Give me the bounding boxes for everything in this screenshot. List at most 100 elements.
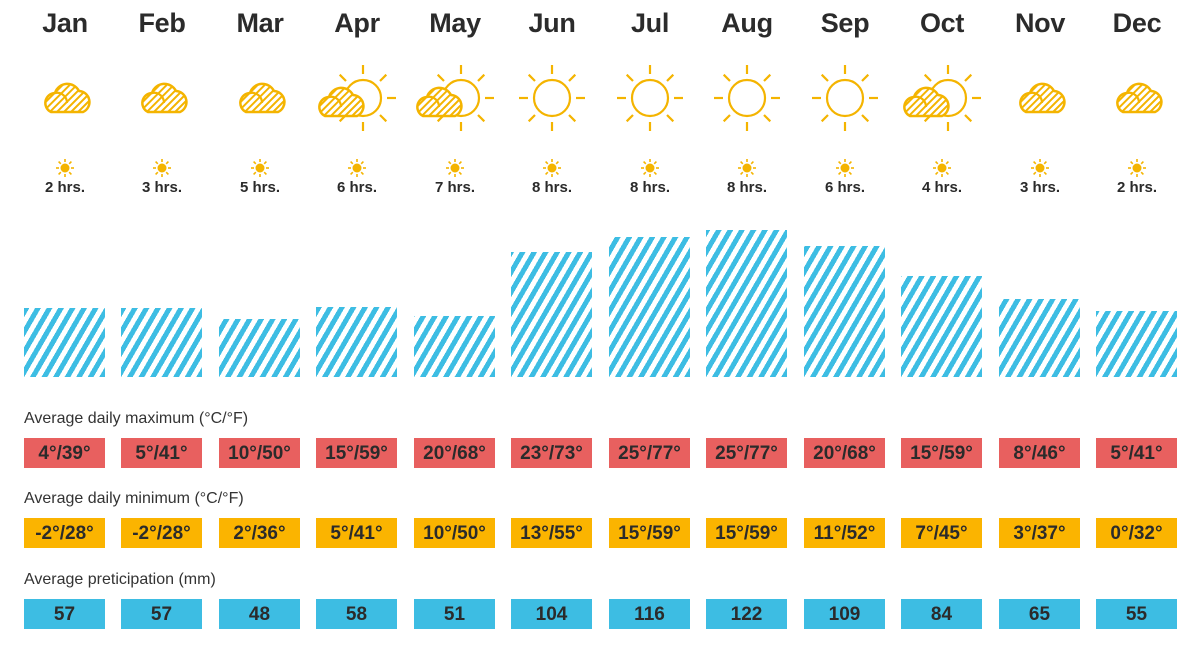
month-column-jan: Jan 2 hrs. (24, 0, 106, 669)
month-column-nov: Nov 3 hrs. (999, 0, 1081, 669)
month-label: Aug (721, 8, 773, 38)
precip-cell: 48 (219, 599, 300, 629)
min-temp-cell: -2°/28° (121, 518, 202, 548)
sunshine-hours: 3 hrs. (141, 179, 183, 196)
max-temp-cell: 25°/77° (706, 438, 787, 468)
month-label: Sep (820, 8, 870, 38)
sunshine-icon (1127, 158, 1147, 178)
precip-bar (999, 299, 1080, 377)
precip-bar (804, 246, 885, 377)
month-label: Apr (334, 8, 380, 38)
cloud-icon (1081, 60, 1193, 136)
sunshine-icon (152, 158, 172, 178)
sun-icon (789, 60, 901, 136)
precip-bar (511, 252, 592, 377)
month-label: Jun (528, 8, 576, 38)
min-temp-cell: 11°/52° (804, 518, 885, 548)
month-label: Nov (1014, 8, 1066, 38)
month-column-aug: Aug 8 hrs. (706, 0, 788, 669)
sunshine-icon (250, 158, 270, 178)
sunshine-hours: 8 hrs. (531, 179, 573, 196)
month-column-jul: Jul 8 hrs. (609, 0, 691, 669)
sunshine-hours: 7 hrs. (434, 179, 476, 196)
sunshine-hours: 2 hrs. (44, 179, 86, 196)
month-column-may: May 7 hrs. (414, 0, 496, 669)
max-temp-cell: 23°/73° (511, 438, 592, 468)
sunshine-hours: 8 hrs. (629, 179, 671, 196)
precip-label: Average preticipation (mm) (24, 571, 216, 588)
partly-sunny-icon (399, 60, 511, 136)
precip-cell: 57 (121, 599, 202, 629)
sunshine-hours: 8 hrs. (726, 179, 768, 196)
precip-bar (316, 307, 397, 377)
month-column-apr: Apr 6 hrs. (316, 0, 398, 669)
max-temp-cell: 8°/46° (999, 438, 1080, 468)
sunshine-icon (347, 158, 367, 178)
sun-icon (691, 60, 803, 136)
precip-bar (219, 319, 300, 377)
min-temp-cell: 10°/50° (414, 518, 495, 548)
month-label: Feb (138, 8, 186, 38)
sunshine-hours: 2 hrs. (1116, 179, 1158, 196)
max-temp-cell: 15°/59° (316, 438, 397, 468)
precip-cell: 109 (804, 599, 885, 629)
cloud-icon (204, 60, 316, 136)
precip-bar (901, 276, 982, 377)
sunshine-icon (55, 158, 75, 178)
cloud-icon (106, 60, 218, 136)
precip-cell: 116 (609, 599, 690, 629)
precip-cell: 122 (706, 599, 787, 629)
sunshine-icon (932, 158, 952, 178)
min-temp-cell: 2°/36° (219, 518, 300, 548)
min-temp-cell: 5°/41° (316, 518, 397, 548)
min-temp-cell: 13°/55° (511, 518, 592, 548)
month-column-feb: Feb 3 hrs. (121, 0, 203, 669)
min-temp-cell: 7°/45° (901, 518, 982, 548)
precip-cell: 57 (24, 599, 105, 629)
precip-cell: 55 (1096, 599, 1177, 629)
sunshine-hours: 6 hrs. (824, 179, 866, 196)
month-label: Jan (42, 8, 88, 38)
min-temp-label: Average daily minimum (°C/°F) (24, 490, 244, 507)
month-column-sep: Sep 6 hrs. (804, 0, 886, 669)
month-column-dec: Dec 2 hrs. (1096, 0, 1178, 669)
max-temp-cell: 15°/59° (901, 438, 982, 468)
max-temp-label: Average daily maximum (°C/°F) (24, 410, 249, 427)
month-label: Mar (236, 8, 284, 38)
min-temp-cell: 15°/59° (706, 518, 787, 548)
min-temp-cell: 15°/59° (609, 518, 690, 548)
sunshine-hours: 4 hrs. (921, 179, 963, 196)
min-temp-cell: 0°/32° (1096, 518, 1177, 548)
max-temp-cell: 20°/68° (414, 438, 495, 468)
sunshine-icon (445, 158, 465, 178)
max-temp-cell: 5°/41° (1096, 438, 1177, 468)
month-label: Jul (630, 8, 670, 38)
month-label: May (429, 8, 481, 38)
month-column-mar: Mar 5 hrs. (219, 0, 301, 669)
precip-cell: 104 (511, 599, 592, 629)
min-temp-cell: 3°/37° (999, 518, 1080, 548)
precip-cell: 84 (901, 599, 982, 629)
cloud-icon (984, 60, 1096, 136)
min-temp-cell: -2°/28° (24, 518, 105, 548)
sunshine-hours: 5 hrs. (239, 179, 281, 196)
partly-sunny-icon (301, 60, 413, 136)
sunshine-hours: 6 hrs. (336, 179, 378, 196)
max-temp-cell: 20°/68° (804, 438, 885, 468)
month-column-oct: Oct 4 hrs. (901, 0, 983, 669)
sunshine-icon (542, 158, 562, 178)
sun-icon (496, 60, 608, 136)
precip-cell: 65 (999, 599, 1080, 629)
sunshine-icon (737, 158, 757, 178)
month-label: Oct (919, 8, 965, 38)
month-column-jun: Jun 8 hrs. (511, 0, 593, 669)
sunshine-icon (1030, 158, 1050, 178)
precip-cell: 51 (414, 599, 495, 629)
sun-icon (594, 60, 706, 136)
max-temp-cell: 25°/77° (609, 438, 690, 468)
precip-bar (609, 237, 690, 377)
precip-bar (414, 316, 495, 377)
precip-cell: 58 (316, 599, 397, 629)
precip-bar (121, 308, 202, 377)
sunshine-hours: 3 hrs. (1019, 179, 1061, 196)
